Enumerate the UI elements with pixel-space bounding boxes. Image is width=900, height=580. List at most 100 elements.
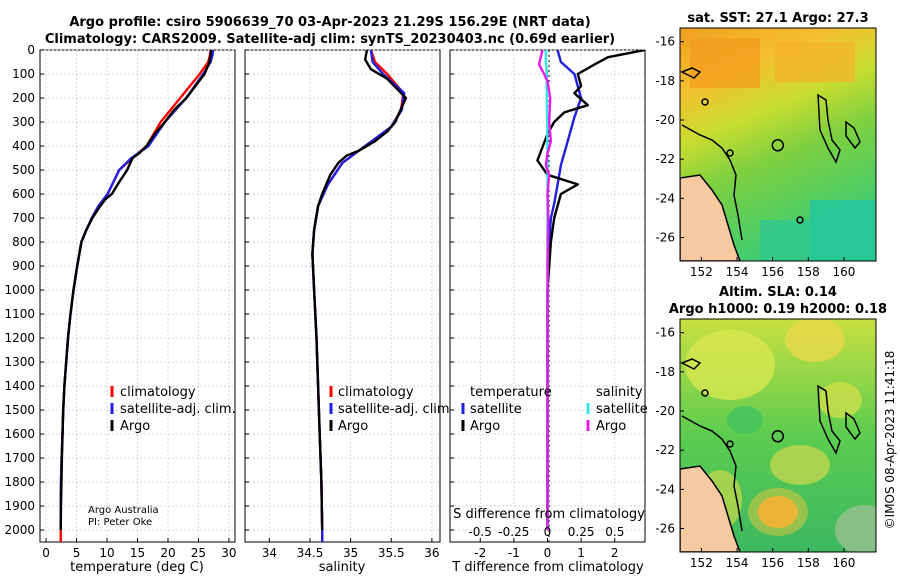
series-line-s-argo	[537, 50, 553, 530]
temperature-legend: climatology satellite-adj. clim. Argo	[110, 385, 236, 434]
sla-map-frame	[679, 318, 877, 553]
map-ytick-label: -18	[655, 74, 675, 88]
depth-ytick-label: 300	[12, 115, 35, 129]
legend-satellite-label: satellite-adj. clim.	[120, 402, 236, 417]
argo-location-marker	[771, 139, 785, 152]
depth-ytick-label: 1200	[4, 331, 35, 345]
temperature-panel: 0 5 10 15 20 25 30 0 100 200 300 400 500 600 700 800 90…	[4, 43, 236, 575]
legend-s-argo-label: Argo	[596, 419, 626, 434]
difference-xtick-label: 1	[577, 546, 585, 560]
figure-title-line1: Argo profile: csiro 5906639_70 03-Apr-20…	[69, 15, 591, 30]
sst-reef-contour	[796, 216, 804, 224]
sst-map-ticks: 152 154 156 158 160 -16 -18 -20 -22 -24 -26	[655, 35, 855, 279]
sst-cool-patch	[810, 200, 876, 261]
legend-climatology-label: climatology	[120, 385, 196, 400]
map-ytick-label: -16	[655, 326, 675, 340]
sla-map: Altim. SLA: 0.14 Argo h1000: 0.19 h2000:…	[655, 285, 887, 570]
credit-pi: PI: Peter Oke	[88, 517, 152, 528]
depth-ytick-label: 500	[12, 163, 35, 177]
sla-reef-contour	[681, 415, 743, 532]
sst-reef-contour	[845, 120, 861, 150]
legend-salinity-title: salinity	[596, 385, 643, 400]
sla-map-field	[680, 319, 876, 552]
difference-xtick-label: -2	[474, 546, 486, 560]
sla-reef-contour	[817, 384, 841, 455]
sla-high-blob	[685, 330, 775, 400]
depth-ytick-label: 1800	[4, 475, 35, 489]
imos-stamp: ©IMOS 08-Apr-2023 11:41:18	[883, 351, 897, 530]
map-ytick-label: -16	[655, 35, 675, 49]
sla-land-australia	[680, 465, 741, 552]
figure-title-line2: Climatology: CARS2009. Satellite-adj cli…	[44, 32, 616, 47]
depth-ytick-label: 0	[27, 43, 35, 57]
difference-top-xtick-label: -0.5	[468, 525, 491, 539]
legend-climatology-label: climatology	[338, 385, 414, 400]
salinity-grid	[245, 49, 440, 542]
sla-reef-contour	[845, 411, 861, 441]
difference-top-xtick-label: 0	[544, 525, 552, 539]
depth-ytick-label: 900	[12, 259, 35, 273]
map-xtick-label: 160	[832, 556, 855, 570]
sst-warm-patch	[775, 42, 855, 82]
legend-temperature-title: temperature	[470, 385, 552, 400]
temperature-xtick-label: 20	[160, 546, 175, 560]
depth-ytick-label: 200	[12, 91, 35, 105]
temperature-xticks: 0 5 10 15 20 25 30	[42, 538, 237, 560]
depth-ytick-label: 100	[12, 67, 35, 81]
sst-reef-contour	[701, 98, 709, 106]
map-ytick-label: -20	[655, 113, 675, 127]
map-xtick-label: 156	[761, 556, 784, 570]
map-xtick-label: 156	[761, 265, 784, 279]
temperature-xtick-label: 15	[130, 546, 145, 560]
map-xtick-label: 152	[690, 265, 713, 279]
depth-ytick-label: 2000	[4, 523, 35, 537]
difference-top-xtick-label: 0.25	[568, 525, 595, 539]
temperature-xtick-label: 30	[221, 546, 236, 560]
sst-warm-patch	[690, 38, 760, 88]
sla-reef-contour	[726, 440, 734, 448]
depth-ytick-label: 700	[12, 211, 35, 225]
difference-xtick-label: 0	[544, 546, 552, 560]
sst-reef-contour	[680, 67, 702, 79]
legend-argo-label: Argo	[120, 419, 150, 434]
sla-peak-halo	[748, 488, 808, 536]
difference-top-xticks: -0.5 -0.25 0 0.25 0.5	[468, 525, 624, 539]
sla-reef-contour	[680, 358, 702, 370]
difference-xticks: -2 -1 0 1 2	[474, 538, 619, 560]
difference-legend-temperature: temperature satellite Argo	[461, 385, 552, 434]
legend-t-argo-label: Argo	[470, 419, 500, 434]
sst-reef-contour	[681, 124, 743, 241]
depth-ytick-label: 1400	[4, 379, 35, 393]
map-ytick-label: -22	[655, 152, 675, 166]
sla-high-blob	[785, 319, 845, 362]
sla-high-blob	[818, 382, 862, 418]
depth-ytick-label: 1300	[4, 355, 35, 369]
sla-low-blob	[727, 406, 763, 434]
difference-s-label: S difference from climatology	[453, 507, 645, 522]
depth-ytick-label: 1500	[4, 403, 35, 417]
legend-t-satellite-label: satellite	[470, 402, 522, 417]
difference-top-xtick-label: 0.5	[605, 525, 624, 539]
sla-low-blob	[835, 505, 876, 552]
credit-org: Argo Australia	[88, 505, 159, 516]
temperature-xtick-label: 5	[73, 546, 81, 560]
map-ytick-label: -26	[655, 231, 675, 245]
map-ytick-label: -18	[655, 365, 675, 379]
difference-panel: -2 -1 0 1 2 -0.5 -0.25 0 0.25 0.5 S difference f…	[449, 49, 648, 575]
difference-xtick-label: 2	[611, 546, 619, 560]
sst-map-field	[680, 28, 876, 261]
temperature-xtick-label: 25	[191, 546, 206, 560]
temperature-series-layer	[59, 50, 215, 542]
map-ytick-label: -26	[655, 522, 675, 536]
salinity-xtick-label: 34.5	[297, 546, 324, 560]
sla-high-blob	[770, 445, 830, 485]
sla-map-ticks: 152 154 156 158 160 -16 -18 -20 -22 -24 -26	[655, 326, 855, 570]
series-line-argo	[311, 50, 408, 531]
temperature-xtick-label: 10	[99, 546, 114, 560]
map-ytick-label: -20	[655, 404, 675, 418]
legend-s-satellite-label: satellite	[596, 402, 648, 417]
depth-ytick-label: 600	[12, 187, 35, 201]
temperature-xtick-label: 0	[42, 546, 50, 560]
map-xtick-label: 158	[797, 556, 820, 570]
